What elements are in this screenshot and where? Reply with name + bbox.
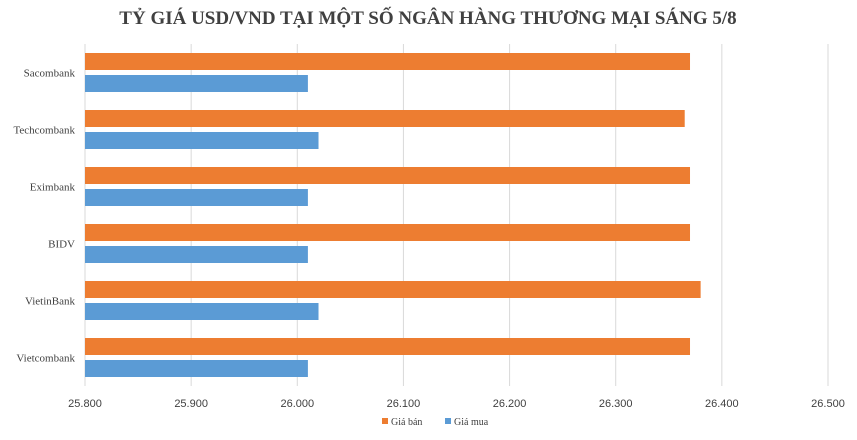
bar-gia-ban-5 — [85, 338, 691, 355]
x-tick-label-0: 25.800 — [68, 398, 102, 410]
bar-gia-mua-5 — [85, 360, 308, 377]
gridlines — [84, 44, 829, 386]
category-label-3: BIDV — [48, 239, 75, 251]
x-tick-label-7: 26.500 — [811, 398, 845, 410]
legend-label-0: Giá bán — [391, 417, 422, 428]
bar-gia-mua-1 — [85, 132, 319, 149]
x-tick-label-5: 26.300 — [599, 398, 633, 410]
bar-gia-mua-2 — [85, 189, 308, 206]
x-tick-label-6: 26.400 — [705, 398, 739, 410]
category-label-5: Vietcombank — [16, 353, 75, 365]
bar-gia-mua-4 — [85, 303, 319, 320]
category-labels: Sacombank Techcombank Eximbank BIDV VietinBa… — [13, 68, 75, 365]
bar-gia-mua-3 — [85, 246, 308, 263]
x-tick-label-3: 26.100 — [387, 398, 421, 410]
category-label-2: Eximbank — [30, 182, 76, 194]
category-label-1: Techcombank — [13, 125, 75, 137]
bar-gia-ban-2 — [85, 167, 691, 184]
bars — [85, 53, 701, 377]
x-tick-label-1: 25.900 — [174, 398, 208, 410]
legend-swatch-0 — [382, 418, 388, 424]
legend: Giá bán Giá mua — [382, 417, 489, 428]
legend-swatch-1 — [445, 418, 451, 424]
category-label-4: VietinBank — [25, 296, 76, 308]
x-tick-labels: 25.800 25.900 26.000 26.100 26.200 26.300 26.4… — [68, 398, 845, 410]
chart-title: TỶ GIÁ USD/VND TẠI MỘT SỐ NGÂN HÀNG THƯƠ… — [119, 7, 736, 29]
x-tick-label-2: 26.000 — [280, 398, 314, 410]
legend-label-1: Giá mua — [454, 417, 489, 428]
bar-gia-mua-0 — [85, 75, 308, 92]
bar-gia-ban-4 — [85, 281, 701, 298]
category-label-0: Sacombank — [24, 68, 76, 80]
bar-gia-ban-0 — [85, 53, 691, 70]
x-tick-label-4: 26.200 — [493, 398, 527, 410]
bar-gia-ban-1 — [85, 110, 685, 127]
bar-gia-ban-3 — [85, 224, 691, 241]
